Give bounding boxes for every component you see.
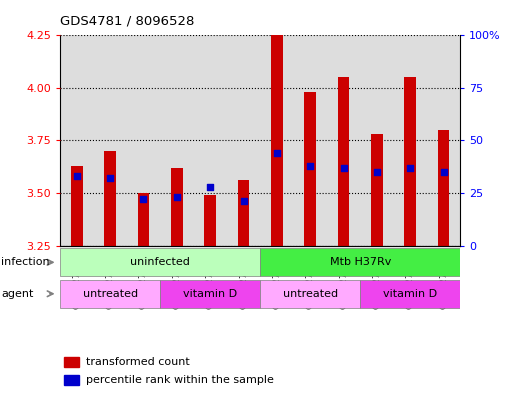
- Text: agent: agent: [1, 289, 33, 299]
- Bar: [160, 35, 194, 246]
- Text: untreated: untreated: [282, 289, 338, 299]
- Bar: [338, 77, 349, 246]
- Point: [73, 173, 81, 179]
- Bar: [194, 35, 227, 246]
- Bar: [64, 357, 78, 367]
- Bar: [104, 151, 116, 246]
- Text: GDS4781 / 8096528: GDS4781 / 8096528: [60, 15, 195, 28]
- Point: [206, 184, 214, 190]
- Point: [106, 175, 115, 182]
- Text: percentile rank within the sample: percentile rank within the sample: [86, 375, 274, 385]
- Point: [339, 165, 348, 171]
- Bar: [304, 92, 316, 246]
- Bar: [293, 35, 327, 246]
- Text: untreated: untreated: [83, 289, 138, 299]
- Bar: [360, 35, 393, 246]
- Text: infection: infection: [1, 257, 50, 267]
- Point: [306, 163, 314, 169]
- Point: [439, 169, 448, 175]
- Bar: [64, 375, 78, 385]
- Text: transformed count: transformed count: [86, 357, 190, 367]
- Bar: [227, 35, 260, 246]
- Bar: [260, 35, 293, 246]
- Bar: [60, 280, 160, 308]
- Bar: [237, 180, 249, 246]
- Bar: [94, 35, 127, 246]
- Bar: [204, 195, 216, 246]
- Point: [406, 165, 414, 171]
- Point: [272, 150, 281, 156]
- Bar: [260, 280, 360, 308]
- Text: vitamin D: vitamin D: [383, 289, 437, 299]
- Bar: [427, 35, 460, 246]
- Bar: [138, 193, 150, 246]
- Bar: [71, 166, 83, 246]
- Point: [373, 169, 381, 175]
- Bar: [327, 35, 360, 246]
- Bar: [438, 130, 449, 246]
- Text: vitamin D: vitamin D: [183, 289, 237, 299]
- Bar: [260, 248, 460, 277]
- Text: uninfected: uninfected: [130, 257, 190, 267]
- Bar: [404, 77, 416, 246]
- Bar: [60, 35, 94, 246]
- Text: Mtb H37Rv: Mtb H37Rv: [329, 257, 391, 267]
- Bar: [127, 35, 160, 246]
- Bar: [60, 248, 260, 277]
- Bar: [171, 168, 183, 246]
- Bar: [271, 35, 283, 246]
- Point: [240, 198, 248, 205]
- Bar: [394, 35, 427, 246]
- Bar: [371, 134, 383, 246]
- Bar: [360, 280, 460, 308]
- Bar: [160, 280, 260, 308]
- Point: [173, 194, 181, 200]
- Point: [139, 196, 147, 202]
